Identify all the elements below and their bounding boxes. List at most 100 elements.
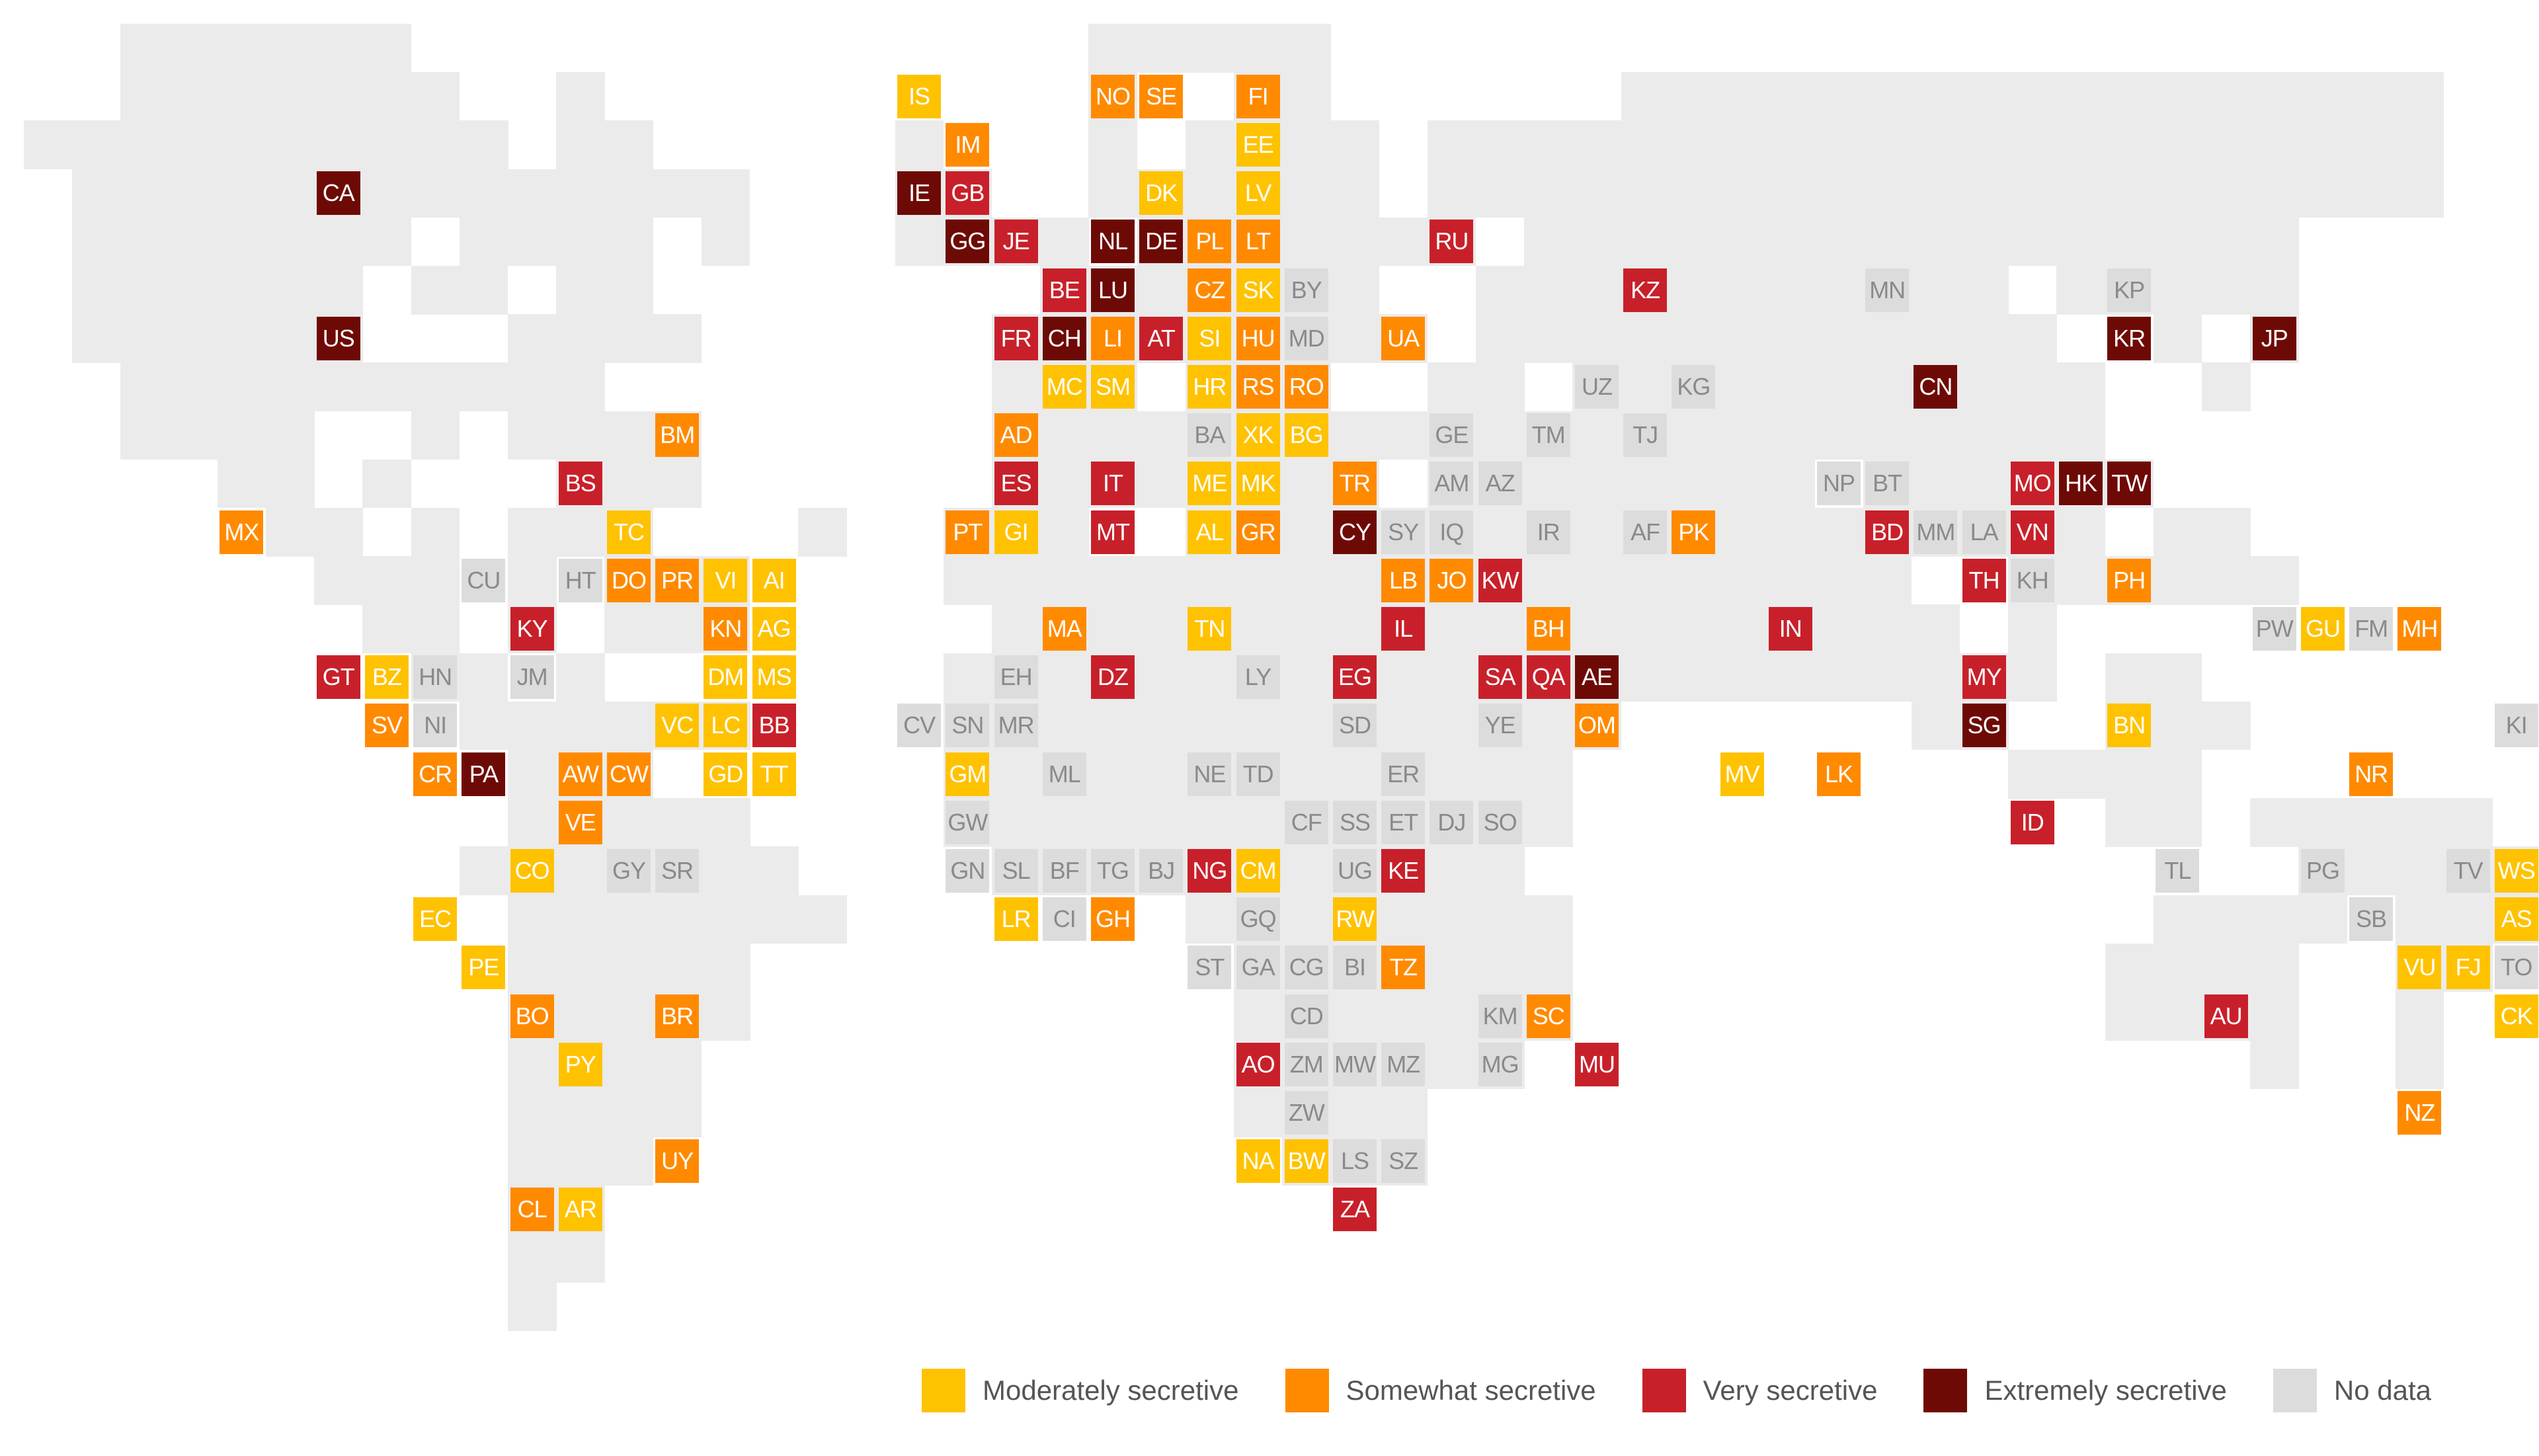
land-cell — [411, 411, 460, 460]
land-cell — [1088, 169, 1380, 218]
land-cell — [508, 1137, 654, 1186]
land-cell — [2105, 943, 2299, 992]
country-tile-se: SE — [1139, 74, 1184, 118]
country-tile-ge: GE — [1430, 413, 1474, 458]
country-tile-py: PY — [558, 1042, 602, 1086]
country-tile-tv: TV — [2446, 849, 2490, 893]
land-cell — [556, 72, 605, 121]
land-cell — [556, 120, 654, 170]
country-tile-bo: BO — [510, 994, 554, 1038]
country-tile-sz: SZ — [1381, 1139, 1426, 1184]
land-cell — [1427, 362, 1525, 412]
land-cell — [1137, 411, 1428, 460]
country-tile-pw: PW — [2252, 607, 2296, 651]
country-tile-sb: SB — [2349, 897, 2394, 942]
country-tile-bb: BB — [752, 704, 796, 748]
country-tile-eg: EG — [1333, 655, 1377, 700]
country-tile-ee: EE — [1236, 123, 1280, 167]
legend-swatch — [1285, 1369, 1329, 1412]
land-cell — [266, 508, 363, 557]
land-cell — [2202, 556, 2299, 605]
country-tile-mm: MM — [1914, 510, 1958, 554]
country-tile-dj: DJ — [1430, 800, 1474, 844]
land-cell — [508, 556, 557, 605]
country-tile-ht: HT — [558, 558, 602, 602]
country-tile-ls: LS — [1333, 1139, 1377, 1184]
country-tile-gu: GU — [2301, 607, 2345, 651]
country-tile-as: AS — [2494, 897, 2538, 942]
country-tile-be: BE — [1042, 268, 1086, 312]
country-tile-mh: MH — [2398, 607, 2442, 651]
country-tile-lt: LT — [1236, 220, 1280, 264]
land-cell — [2056, 266, 2299, 315]
country-tile-cv: CV — [897, 704, 942, 748]
country-tile-lu: LU — [1091, 268, 1135, 312]
country-tile-gh: GH — [1091, 897, 1135, 942]
country-tile-mo: MO — [2010, 462, 2054, 506]
country-tile-kp: KP — [2107, 268, 2152, 312]
legend-swatch — [1923, 1369, 1968, 1412]
country-tile-id: ID — [2010, 800, 2054, 844]
country-tile-om: OM — [1575, 704, 1619, 748]
land-cell — [1572, 459, 1815, 508]
country-tile-ci: CI — [1042, 897, 1086, 942]
land-cell — [2395, 798, 2493, 847]
country-tile-iq: IQ — [1430, 510, 1474, 554]
land-cell — [1572, 362, 2106, 412]
country-tile-zm: ZM — [1284, 1042, 1328, 1086]
country-tile-eh: EH — [994, 655, 1038, 700]
land-cell — [2105, 798, 2202, 847]
land-cell — [1524, 217, 2299, 266]
country-tile-uz: UZ — [1575, 365, 1619, 409]
country-tile-cu: CU — [462, 558, 506, 602]
country-tile-ke: KE — [1381, 849, 1426, 893]
country-tile-nr: NR — [2349, 752, 2394, 796]
land-cell — [508, 1040, 702, 1089]
legend-swatch — [922, 1369, 965, 1412]
land-cell — [508, 1282, 557, 1331]
country-tile-jo: JO — [1430, 558, 1474, 602]
land-cell — [362, 604, 460, 654]
country-tile-pa: PA — [462, 752, 506, 796]
country-tile-us: US — [316, 316, 360, 360]
country-tile-il: IL — [1381, 607, 1426, 651]
country-tile-es: ES — [994, 462, 1038, 506]
country-tile-kg: KG — [1672, 365, 1716, 409]
legend-label: Moderately secretive — [983, 1375, 1239, 1406]
country-tile-so: SO — [1478, 800, 1522, 844]
country-tile-gn: GN — [946, 849, 990, 893]
land-cell — [72, 169, 750, 218]
country-tile-gd: GD — [704, 752, 748, 796]
land-cell — [2153, 314, 2202, 363]
country-tile-lk: LK — [1817, 752, 1861, 796]
country-tile-my: MY — [1962, 655, 2006, 700]
land-cell — [798, 508, 847, 557]
country-tile-tw: TW — [2107, 462, 2152, 506]
country-tile-br: BR — [655, 994, 700, 1038]
country-tile-lv: LV — [1236, 171, 1280, 216]
country-tile-ar: AR — [558, 1188, 602, 1232]
country-tile-mw: MW — [1333, 1042, 1377, 1086]
country-tile-ug: UG — [1333, 849, 1377, 893]
country-tile-ky: KY — [510, 607, 554, 651]
land-cell — [459, 217, 654, 266]
country-tile-na: NA — [1236, 1139, 1280, 1184]
country-tile-pt: PT — [946, 510, 990, 554]
country-tile-ch: CH — [1042, 316, 1086, 360]
country-tile-ir: IR — [1526, 510, 1570, 554]
land-cell — [72, 217, 412, 266]
country-tile-sy: SY — [1381, 510, 1426, 554]
land-cell — [2250, 798, 2299, 847]
country-tile-co: CO — [510, 849, 554, 893]
country-tile-gm: GM — [946, 752, 990, 796]
country-tile-to: TO — [2494, 946, 2538, 990]
country-tile-tc: TC — [607, 510, 651, 554]
country-tile-cf: CF — [1284, 800, 1328, 844]
land-cell — [2202, 362, 2251, 412]
country-tile-bw: BW — [1284, 1139, 1328, 1184]
country-tile-de: DE — [1139, 220, 1184, 264]
land-cell — [120, 24, 412, 73]
country-tile-jm: JM — [510, 655, 554, 700]
country-tile-tj: TJ — [1623, 413, 1668, 458]
country-tile-tl: TL — [2156, 849, 2200, 893]
